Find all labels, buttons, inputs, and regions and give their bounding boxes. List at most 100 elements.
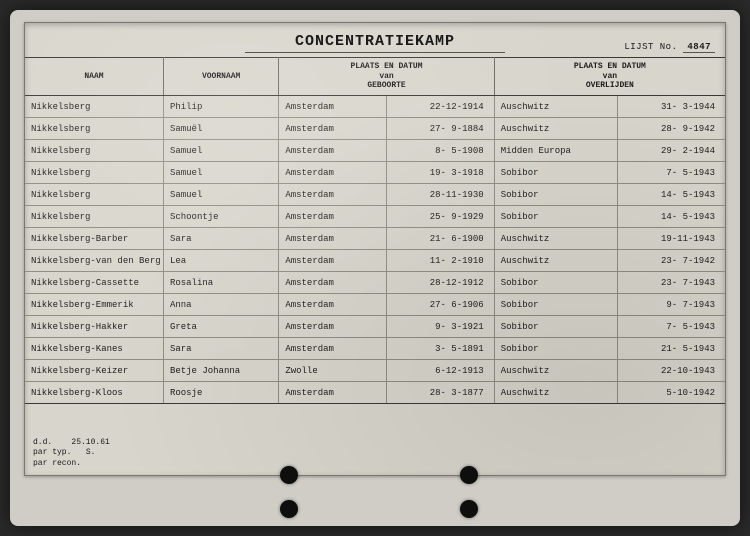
cell-gplaats: Amsterdam (279, 161, 387, 183)
cell-oplaats: Auschwitz (494, 227, 617, 249)
cell-naam: Nikkelsberg-Hakker (25, 315, 163, 337)
table-header-row: NAAM VOORNAAM PLAATS EN DATUM van GEBOOR… (25, 58, 725, 96)
cell-gplaats: Amsterdam (279, 315, 387, 337)
list-number-block: LIJST No. 4847 (624, 42, 715, 53)
cell-naam: Nikkelsberg-Emmerik (25, 293, 163, 315)
cell-naam: Nikkelsberg (25, 183, 163, 205)
cell-gplaats: Zwolle (279, 359, 387, 381)
cell-naam: Nikkelsberg (25, 117, 163, 139)
cell-odatum: 22-10-1943 (617, 359, 725, 381)
cell-naam: Nikkelsberg (25, 205, 163, 227)
cell-naam: Nikkelsberg-Cassette (25, 271, 163, 293)
list-number-value: 4847 (683, 42, 715, 53)
cell-voor: Sara (163, 227, 278, 249)
col-naam: NAAM (25, 58, 163, 96)
cell-gdatum: 27- 6-1906 (387, 293, 495, 315)
cell-gplaats: Amsterdam (279, 183, 387, 205)
cell-gplaats: Amsterdam (279, 293, 387, 315)
cell-gdatum: 28- 3-1877 (387, 381, 495, 403)
table-row: Nikkelsberg-van den BergLeaAmsterdam11- … (25, 249, 725, 271)
cell-oplaats: Sobibor (494, 337, 617, 359)
col-overlijden: PLAATS EN DATUM van OVERLIJDEN (494, 58, 725, 96)
cell-voor: Betje Johanna (163, 359, 278, 381)
table-row: Nikkelsberg-KeizerBetje JohannaZwolle6-1… (25, 359, 725, 381)
cell-odatum: 9- 7-1943 (617, 293, 725, 315)
col-geboorte: PLAATS EN DATUM van GEBOORTE (279, 58, 494, 96)
cell-gdatum: 28-11-1930 (387, 183, 495, 205)
cell-gplaats: Amsterdam (279, 381, 387, 403)
cell-oplaats: Sobibor (494, 161, 617, 183)
cell-oplaats: Sobibor (494, 315, 617, 337)
cell-gdatum: 28-12-1912 (387, 271, 495, 293)
cell-gdatum: 21- 6-1900 (387, 227, 495, 249)
document-title: CONCENTRATIEKAMP (245, 33, 505, 53)
cell-oplaats: Auschwitz (494, 95, 617, 117)
cell-odatum: 29- 2-1944 (617, 139, 725, 161)
cell-odatum: 19-11-1943 (617, 227, 725, 249)
cell-oplaats: Sobibor (494, 293, 617, 315)
cell-voor: Samuël (163, 117, 278, 139)
punch-hole (460, 500, 478, 518)
cell-odatum: 7- 5-1943 (617, 161, 725, 183)
cell-voor: Philip (163, 95, 278, 117)
punch-hole (460, 466, 478, 484)
cell-odatum: 14- 5-1943 (617, 183, 725, 205)
cell-gplaats: Amsterdam (279, 227, 387, 249)
cell-gplaats: Amsterdam (279, 337, 387, 359)
table-row: NikkelsbergSamuelAmsterdam19- 3-1918Sobi… (25, 161, 725, 183)
cell-odatum: 5-10-1942 (617, 381, 725, 403)
document-frame: CONCENTRATIEKAMP LIJST No. 4847 NAAM VOO… (10, 10, 740, 526)
table-row: NikkelsbergSamuelAmsterdam8- 5-1908Midde… (25, 139, 725, 161)
cell-oplaats: Sobibor (494, 205, 617, 227)
cell-voor: Samuel (163, 183, 278, 205)
cell-naam: Nikkelsberg-van den Berg (25, 249, 163, 271)
cell-voor: Samuel (163, 161, 278, 183)
cell-oplaats: Auschwitz (494, 359, 617, 381)
cell-oplaats: Auschwitz (494, 117, 617, 139)
cell-naam: Nikkelsberg-Keizer (25, 359, 163, 381)
cell-naam: Nikkelsberg (25, 139, 163, 161)
cell-gdatum: 6-12-1913 (387, 359, 495, 381)
cell-gplaats: Amsterdam (279, 205, 387, 227)
table-row: NikkelsbergPhilipAmsterdam22-12-1914Ausc… (25, 95, 725, 117)
cell-gplaats: Amsterdam (279, 249, 387, 271)
cell-gdatum: 8- 5-1908 (387, 139, 495, 161)
list-number-label: LIJST No. (624, 42, 677, 52)
cell-oplaats: Auschwitz (494, 249, 617, 271)
cell-voor: Rosalina (163, 271, 278, 293)
cell-oplaats: Auschwitz (494, 381, 617, 403)
col-voornaam: VOORNAAM (163, 58, 278, 96)
cell-naam: Nikkelsberg-Barber (25, 227, 163, 249)
register-table: NAAM VOORNAAM PLAATS EN DATUM van GEBOOR… (25, 57, 725, 404)
cell-voor: Anna (163, 293, 278, 315)
footer-date-label: d.d. (33, 438, 52, 447)
cell-voor: Roosje (163, 381, 278, 403)
cell-odatum: 23- 7-1943 (617, 271, 725, 293)
cell-naam: Nikkelsberg (25, 95, 163, 117)
cell-voor: Greta (163, 315, 278, 337)
cell-voor: Schoontje (163, 205, 278, 227)
cell-gplaats: Amsterdam (279, 95, 387, 117)
table-row: NikkelsbergSchoontjeAmsterdam25- 9-1929S… (25, 205, 725, 227)
cell-gdatum: 25- 9-1929 (387, 205, 495, 227)
table-body: NikkelsbergPhilipAmsterdam22-12-1914Ausc… (25, 95, 725, 403)
title-row: CONCENTRATIEKAMP LIJST No. 4847 (25, 23, 725, 57)
table-row: Nikkelsberg-KanesSaraAmsterdam3- 5-1891S… (25, 337, 725, 359)
cell-gplaats: Amsterdam (279, 139, 387, 161)
cell-gdatum: 3- 5-1891 (387, 337, 495, 359)
cell-gdatum: 9- 3-1921 (387, 315, 495, 337)
cell-naam: Nikkelsberg (25, 161, 163, 183)
cell-oplaats: Sobibor (494, 183, 617, 205)
footer-typ-label: par typ. (33, 448, 71, 457)
footer-date: 25.10.61 (71, 438, 109, 447)
cell-gdatum: 11- 2-1910 (387, 249, 495, 271)
cell-gplaats: Amsterdam (279, 271, 387, 293)
cell-odatum: 14- 5-1943 (617, 205, 725, 227)
cell-gdatum: 22-12-1914 (387, 95, 495, 117)
cell-odatum: 31- 3-1944 (617, 95, 725, 117)
cell-gdatum: 27- 9-1884 (387, 117, 495, 139)
table-row: Nikkelsberg-KloosRoosjeAmsterdam28- 3-18… (25, 381, 725, 403)
table-row: Nikkelsberg-HakkerGretaAmsterdam9- 3-192… (25, 315, 725, 337)
cell-naam: Nikkelsberg-Kloos (25, 381, 163, 403)
cell-oplaats: Midden Europa (494, 139, 617, 161)
